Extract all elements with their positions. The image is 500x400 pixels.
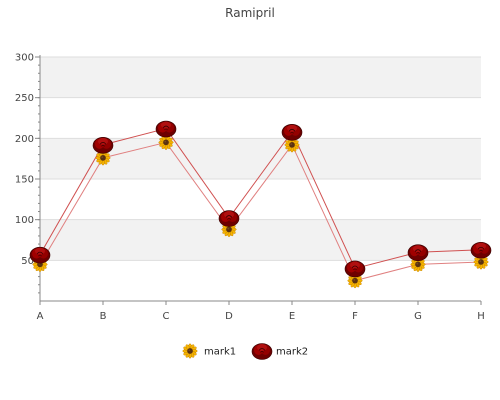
x-tick-label: A xyxy=(37,311,44,322)
point-mark2 xyxy=(29,246,51,264)
y-tick-label: 50 xyxy=(21,256,34,267)
point-mark1 xyxy=(95,150,111,166)
point-mark2 xyxy=(92,137,114,154)
plot-band xyxy=(40,219,481,261)
legend-label: mark1 xyxy=(204,347,236,358)
point-mark1 xyxy=(284,137,300,153)
x-tick-label: B xyxy=(100,311,107,322)
point-mark2 xyxy=(155,120,177,138)
legend: mark1 mark2 xyxy=(182,343,308,360)
x-tick-label: H xyxy=(477,311,485,322)
x-tick-label: G xyxy=(414,311,422,322)
x-tick-label: D xyxy=(225,311,233,322)
y-tick-label: 250 xyxy=(15,93,34,104)
point-mark2 xyxy=(281,124,303,141)
legend-label: mark2 xyxy=(276,347,308,358)
y-tick-label: 200 xyxy=(15,134,34,145)
plot-bands xyxy=(40,57,481,261)
series-line-mark2 xyxy=(39,128,482,270)
y-axis-ticks: 50 100 150 200 250 300 xyxy=(15,53,40,267)
point-mark2 xyxy=(344,260,366,278)
gridlines xyxy=(40,56,481,261)
plot-band xyxy=(40,138,481,179)
x-tick-label: F xyxy=(352,311,358,322)
legend-item-mark1: mark1 xyxy=(182,343,236,359)
chart-title: Ramipril xyxy=(225,6,275,20)
x-tick-label: E xyxy=(289,311,295,322)
point-mark1 xyxy=(158,134,174,150)
point-mark2 xyxy=(470,241,492,259)
y-tick-label: 300 xyxy=(15,53,34,64)
series-markers xyxy=(29,120,492,289)
legend-item-mark2: mark2 xyxy=(251,343,308,360)
y-tick-label: 100 xyxy=(15,215,34,226)
plot-band xyxy=(40,57,481,98)
point-mark2 xyxy=(407,244,429,261)
y-tick-label: 150 xyxy=(15,175,34,186)
point-mark2 xyxy=(218,210,240,227)
legend-marker xyxy=(182,343,198,359)
x-axis-ticks: A B C D E F G H xyxy=(37,301,485,322)
series-lines xyxy=(39,128,482,282)
series-line-mark1 xyxy=(39,141,482,282)
x-tick-label: C xyxy=(163,311,170,322)
legend-marker xyxy=(251,343,273,360)
